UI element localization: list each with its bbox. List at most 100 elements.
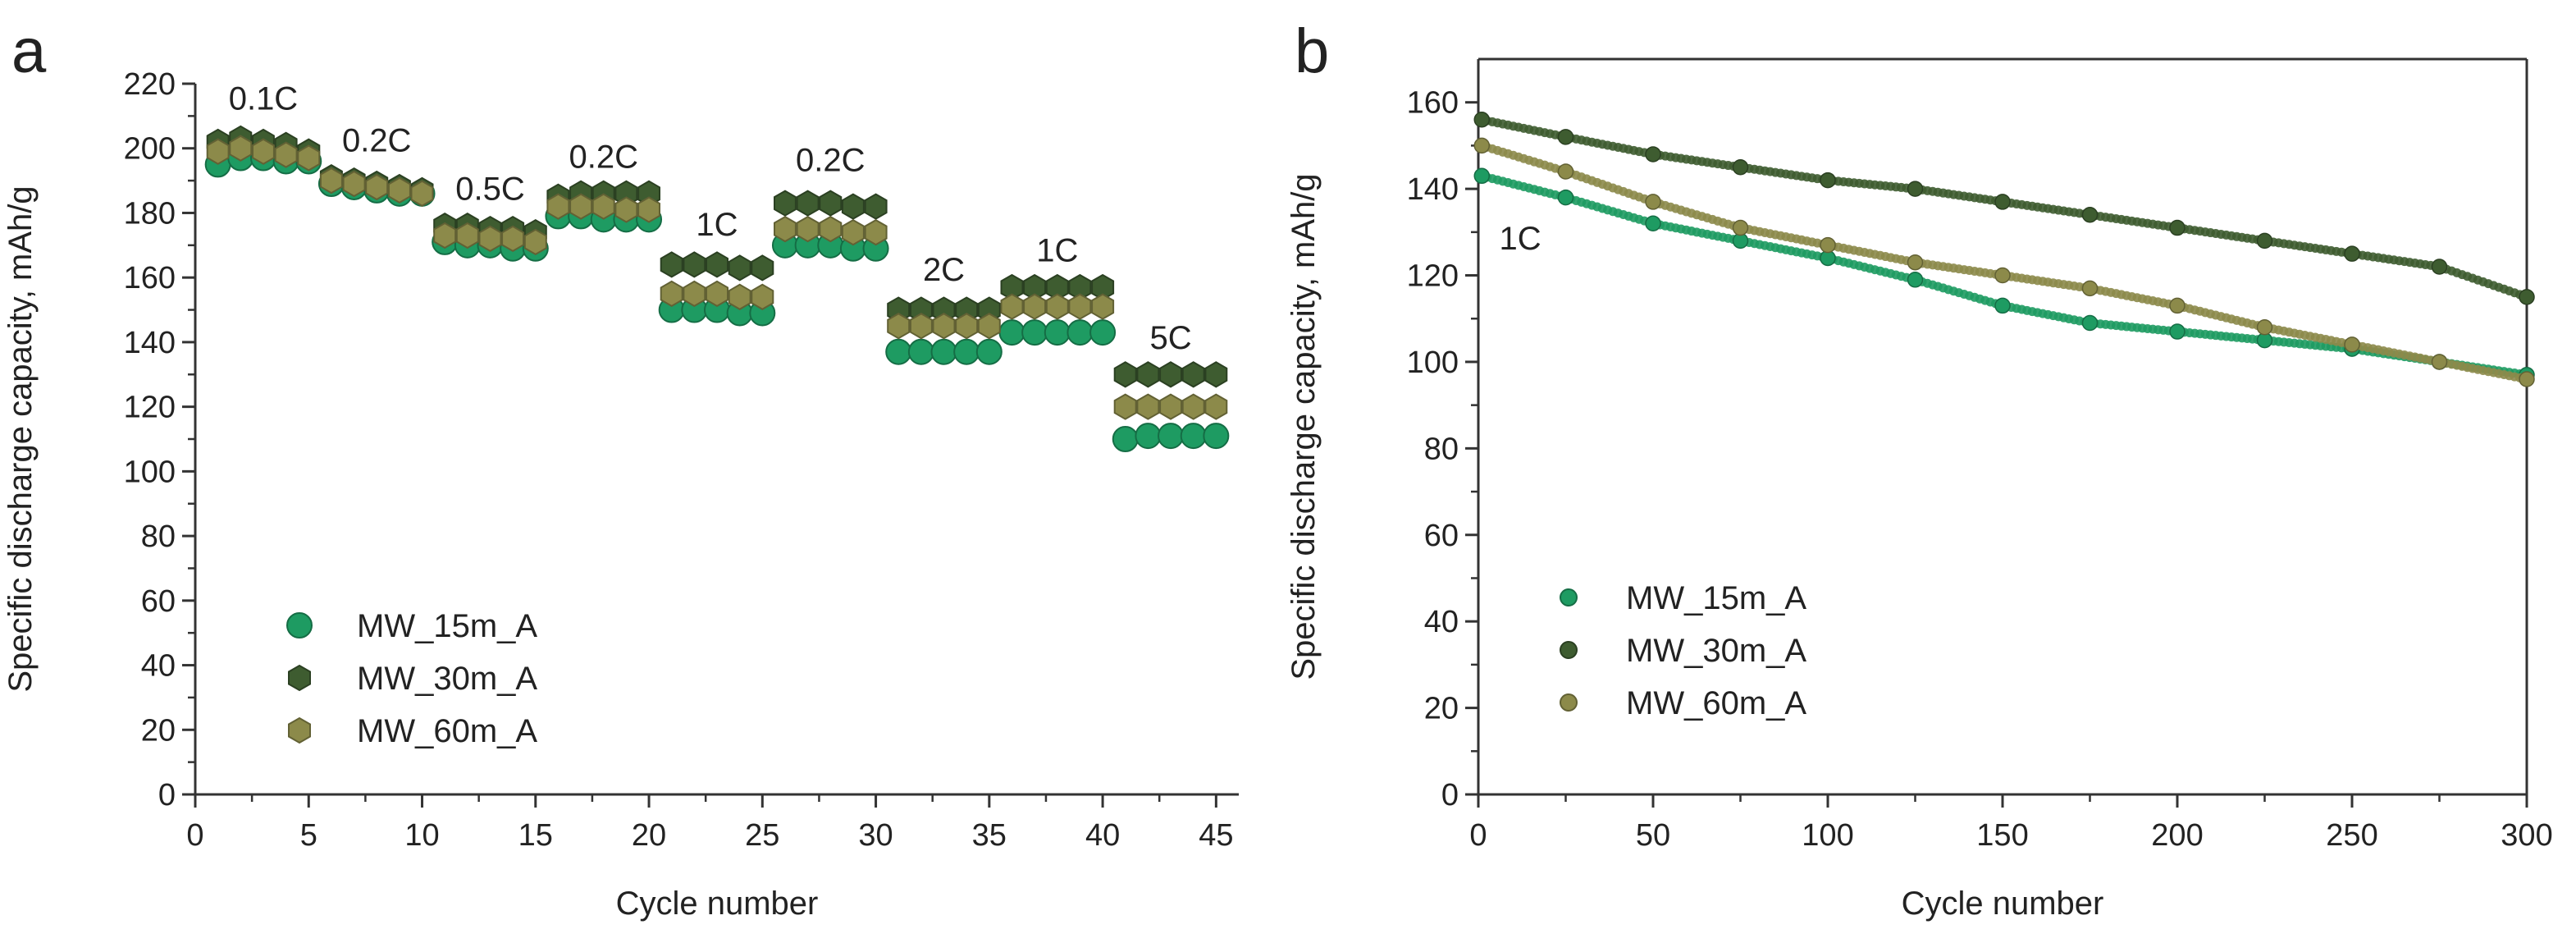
data-point [864,218,888,246]
data-point [1204,361,1228,388]
data-point [1203,423,1230,450]
chart-panel-a: 0 5 10 15 20 25 30 35 40 45 0 20 40 60 80 100 120 140 160 1… [2,16,1239,922]
data-point [1204,393,1228,420]
data-point [297,144,321,172]
data-point [1645,215,1661,232]
data-point [2169,219,2185,236]
data-point [975,338,1003,365]
data-point [1557,163,1574,180]
legend-marker [1560,641,1578,659]
data-point [2081,280,2099,297]
series-MW_60m_A [1473,137,2535,387]
x-tick-label: 35 [972,818,1007,853]
data-point [955,313,979,340]
x-tick-label: 0 [186,818,203,853]
data-point [977,313,1001,340]
x-tick-label: 250 [2326,818,2377,853]
x-tick-label: 200 [2151,818,2203,853]
data-point [1181,361,1205,388]
x-tick-label: 50 [1636,818,1670,853]
y-tick-label: 0 [1441,778,1459,812]
data-point [2169,297,2185,314]
data-point [2081,206,2099,223]
y-axis-label: Specific discharge capacity, mAh/g [1286,173,1322,680]
rate-annotation: 0.5C [455,172,525,208]
data-point [319,167,343,195]
data-point [1159,361,1182,388]
data-point [1645,194,1661,210]
data-point [1021,319,1048,346]
y-tick-label: 100 [1407,346,1459,380]
data-point [1473,167,1491,185]
data-point [1907,181,1924,197]
data-point [2169,323,2185,340]
x-axis-label: Cycle number [1902,886,2104,922]
data-point [478,225,502,253]
legend-label: MW_30m_A [1626,633,1806,669]
data-point [1181,393,1205,420]
data-point [410,180,434,207]
legend-marker [286,612,313,638]
series-MW_30m_A [1473,112,2535,305]
rate-annotation: 5C [1149,320,1191,356]
data-point [1000,293,1024,320]
data-point [501,225,525,253]
data-point [930,338,957,365]
y-tick-label: 120 [1407,259,1459,294]
x-tick-label: 25 [745,818,779,853]
data-point [342,170,366,198]
data-point [1732,219,1749,236]
data-point [1068,293,1092,320]
data-point [796,215,820,243]
y-tick-label: 200 [124,132,176,167]
data-point [660,280,683,308]
y-tick-label: 220 [124,67,176,102]
data-point [774,215,797,243]
x-tick-label: 15 [518,818,553,853]
data-point [841,193,865,220]
data-point [365,173,389,201]
legend-label: MW_15m_A [1626,580,1806,616]
y-tick-label: 180 [124,196,176,231]
y-tick-label: 120 [124,391,176,425]
data-point [683,280,706,308]
data-point [751,254,774,281]
data-point [523,228,547,256]
data-point [1645,146,1661,162]
data-point [206,138,230,165]
series-MW_60m_A [206,135,1228,420]
data-point [1158,423,1185,450]
data-point [1907,272,1924,288]
data-point [706,251,728,278]
data-point [751,283,774,310]
x-tick-label: 300 [2501,818,2552,853]
data-point [660,251,683,278]
legend-marker [288,716,311,744]
rate-annotation: 0.2C [342,123,412,159]
chart-panel-b: 0 50 100 150 200 250 300 0 20 40 60 80 100 120 140 160 C… [1286,16,2553,922]
data-point [796,190,820,217]
data-point [569,193,593,220]
y-tick-label: 60 [141,584,176,619]
data-point [864,193,888,220]
panel-label: b [1295,16,1329,86]
data-point [841,218,865,246]
legend-marker [1560,693,1578,712]
data-point [1907,254,1924,271]
y-tick-label: 20 [1424,692,1459,726]
data-point [1045,293,1069,320]
data-point [2431,259,2448,275]
x-tick-label: 30 [858,818,893,853]
data-point [1023,293,1047,320]
x-tick-label: 20 [632,818,666,853]
legend: MW_15m_A MW_30m_A MW_60m_A [1560,580,1806,721]
y-tick-label: 0 [158,778,176,812]
y-tick-label: 20 [141,713,176,748]
y-axis-label: Specific discharge capacity, mAh/g [2,185,39,692]
data-point [885,338,912,365]
data-point [433,222,457,249]
x-tick-label: 40 [1085,818,1120,853]
data-point [1994,297,2011,314]
legend-marker [1560,588,1578,606]
